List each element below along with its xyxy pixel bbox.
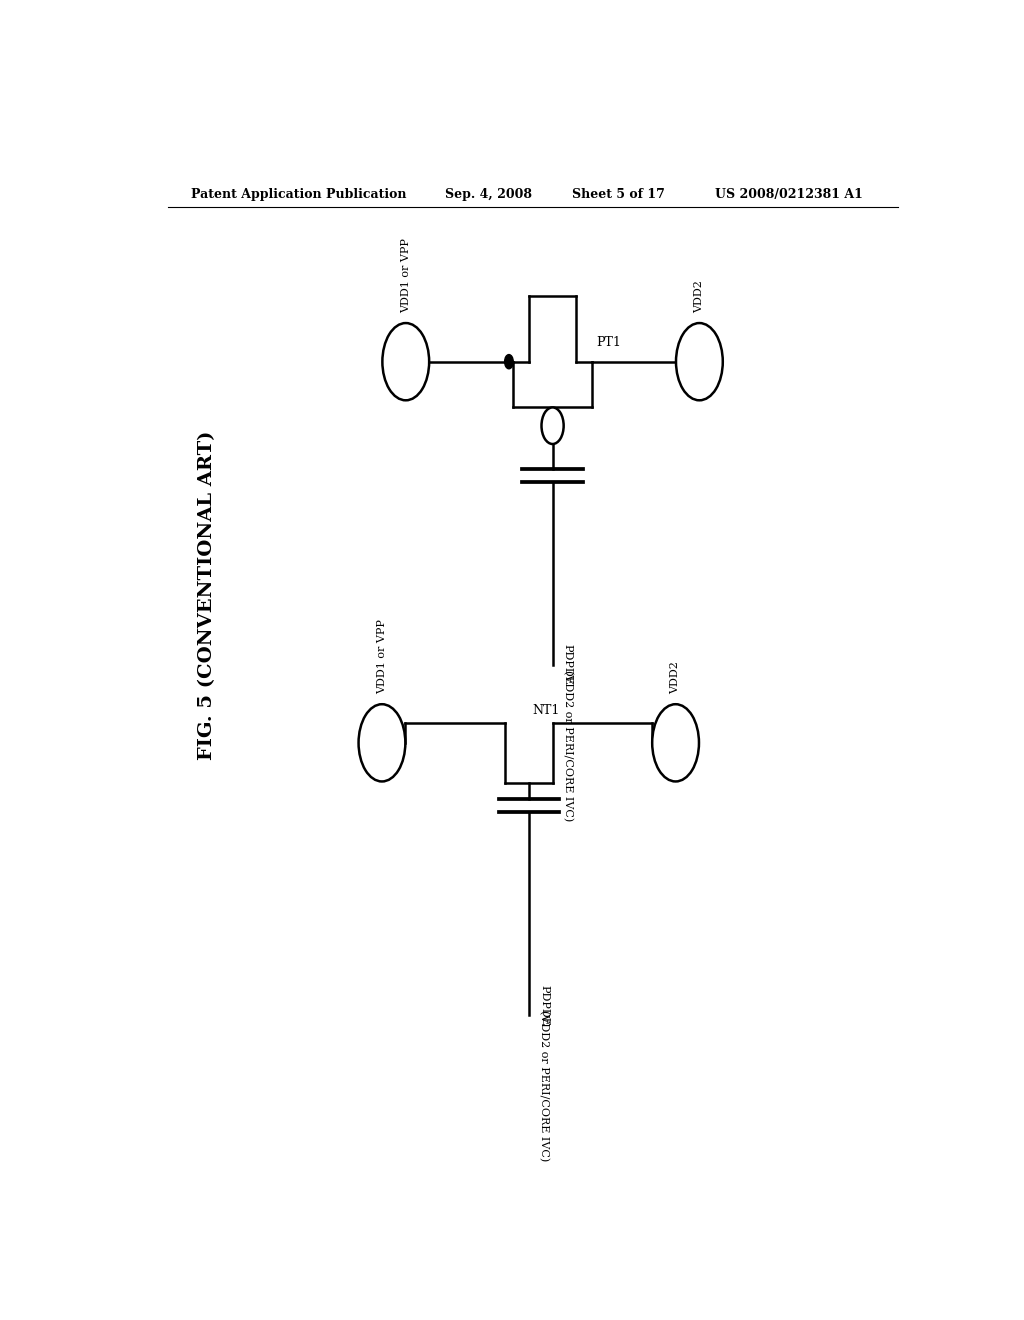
Text: NT1: NT1 — [532, 705, 560, 718]
Text: Patent Application Publication: Patent Application Publication — [191, 189, 407, 202]
Text: VDD2: VDD2 — [694, 280, 705, 313]
Text: Sheet 5 of 17: Sheet 5 of 17 — [572, 189, 666, 202]
Ellipse shape — [358, 704, 406, 781]
Ellipse shape — [676, 323, 723, 400]
Text: PDPDE: PDPDE — [563, 644, 572, 685]
Text: (VDD2 or PERI/CORE IVC): (VDD2 or PERI/CORE IVC) — [563, 669, 573, 821]
Text: Sep. 4, 2008: Sep. 4, 2008 — [445, 189, 532, 202]
Text: (VDD2 or PERI/CORE IVC): (VDD2 or PERI/CORE IVC) — [539, 1010, 550, 1162]
Text: FIG. 5 (CONVENTIONAL ART): FIG. 5 (CONVENTIONAL ART) — [199, 430, 216, 760]
Ellipse shape — [652, 704, 699, 781]
Text: PDPDE: PDPDE — [539, 985, 549, 1026]
Ellipse shape — [382, 323, 429, 400]
Ellipse shape — [505, 355, 513, 368]
Text: VDD2: VDD2 — [671, 661, 681, 694]
Text: VDD1 or VPP: VDD1 or VPP — [400, 238, 411, 313]
Text: US 2008/0212381 A1: US 2008/0212381 A1 — [715, 189, 863, 202]
Ellipse shape — [542, 408, 563, 444]
Text: PT1: PT1 — [596, 337, 622, 350]
Text: VDD1 or VPP: VDD1 or VPP — [377, 619, 387, 694]
